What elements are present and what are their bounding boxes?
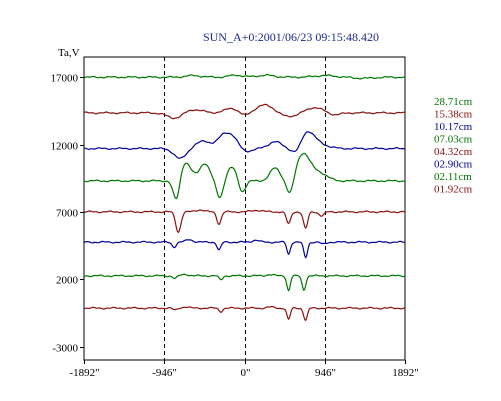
x-tick-label-2: 0"	[241, 367, 251, 379]
series-line-07-03cm	[83, 152, 406, 200]
series-line-04-32cm	[83, 209, 405, 233]
series-line-15-38cm	[83, 103, 406, 120]
series-line-28-71cm	[83, 73, 406, 80]
x-tick-label-1: -946"	[152, 367, 177, 379]
y-tick-label-1: 12000	[51, 141, 79, 153]
y-tick-label-3: 2000	[56, 275, 79, 287]
legend-entry-1: 15.38cm	[434, 109, 473, 121]
y-tick-label-0: 17000	[51, 73, 79, 85]
plot-area: 17000 12000 7000 2000 -3000 -1892" -946" 0" 946"…	[51, 56, 419, 379]
x-tick-label-3: 946"	[315, 367, 336, 379]
legend-entry-6: 02.11cm	[434, 171, 472, 183]
y-axis-label: Ta,V	[58, 47, 80, 59]
legend: 28.71cm15.38cm10.17cm07.03cm04.32cm02.90…	[434, 96, 473, 196]
series-line-02-90cm	[83, 239, 406, 259]
series-line-01-92cm	[83, 306, 406, 321]
legend-entry-3: 07.03cm	[434, 134, 473, 146]
legend-entry-5: 02.90cm	[434, 159, 473, 171]
x-tick-label-0: -1892"	[69, 367, 99, 379]
legend-entry-7: 01.92cm	[434, 184, 473, 196]
chart-title: SUN_A+0:2001/06/23 09:15:48.420	[203, 30, 379, 44]
plot-frame	[83, 56, 406, 361]
legend-entry-4: 04.32cm	[434, 146, 473, 158]
legend-entry-2: 10.17cm	[434, 121, 473, 133]
series-line-02-11cm	[84, 273, 406, 292]
y-tick-label-4: -3000	[52, 343, 78, 355]
y-tick-label-2: 7000	[56, 208, 79, 220]
x-tick-label-4: 1892"	[392, 367, 419, 379]
series-line-10-17cm	[83, 131, 406, 159]
legend-entry-0: 28.71cm	[434, 96, 473, 108]
